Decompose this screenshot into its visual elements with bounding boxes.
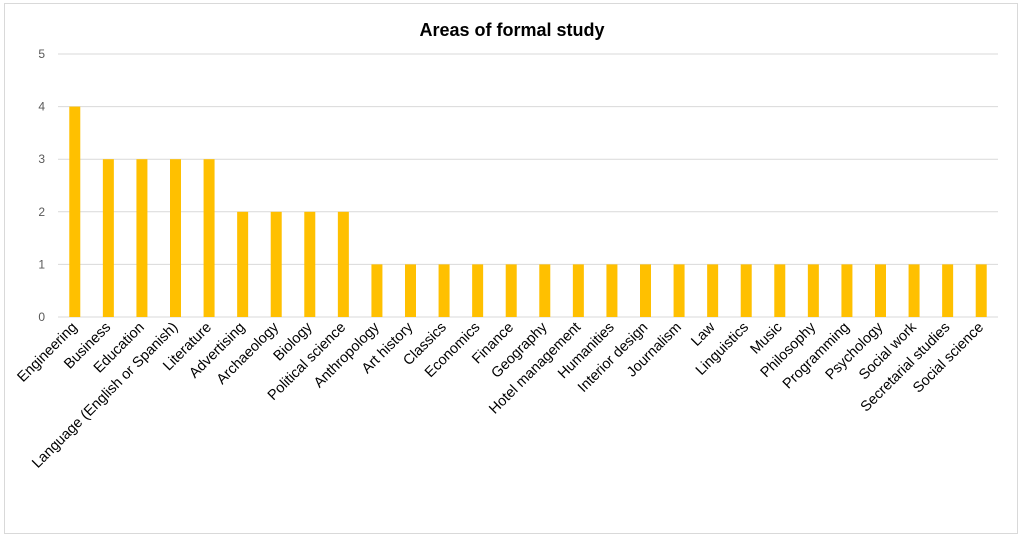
bar [807, 264, 819, 317]
y-tick-label: 4 [38, 100, 45, 114]
bar [102, 159, 114, 317]
bars [69, 106, 987, 317]
bar [170, 159, 181, 317]
bar [572, 264, 584, 317]
bar [942, 264, 954, 317]
bar [472, 264, 484, 317]
bar [405, 264, 416, 317]
bar [337, 211, 349, 317]
bar [203, 159, 215, 317]
bar [606, 264, 618, 317]
y-tick-label: 2 [38, 205, 45, 219]
bar [740, 264, 752, 317]
bar [237, 211, 249, 317]
gridlines [58, 53, 998, 318]
bar [505, 264, 517, 317]
bar [707, 264, 719, 317]
bar [975, 264, 987, 317]
bar [304, 211, 316, 317]
y-tick-label: 1 [38, 257, 45, 271]
bar [908, 264, 920, 317]
y-tick-label: 5 [38, 47, 45, 61]
y-axis-ticks: 0 1 2 3 4 5 [38, 47, 45, 324]
bar [270, 211, 282, 317]
bar [774, 264, 786, 317]
bar [640, 264, 651, 317]
bar [875, 264, 886, 317]
y-tick-label: 3 [38, 152, 45, 166]
bar [371, 264, 383, 317]
bar [438, 264, 450, 317]
chart-title: Areas of formal study [419, 20, 605, 40]
bar [539, 264, 551, 317]
y-tick-label: 0 [38, 310, 45, 324]
bar [673, 264, 685, 317]
bar [136, 159, 148, 317]
bar [69, 106, 81, 317]
bar [841, 264, 853, 317]
